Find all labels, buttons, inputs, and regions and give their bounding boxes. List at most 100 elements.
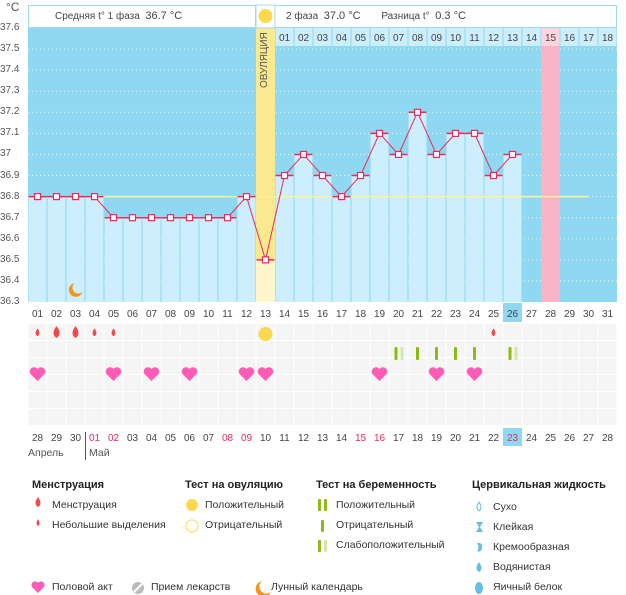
- ovulation-label: ОВУЛЯЦИЯ: [259, 32, 270, 88]
- event-cell: [104, 375, 123, 391]
- event-cell: [218, 324, 237, 340]
- eggwhite-icon: [475, 582, 483, 594]
- cycle-day-label: 25: [488, 309, 500, 320]
- event-cell: [161, 324, 180, 340]
- heart-icon: [466, 367, 483, 381]
- event-cell: [237, 341, 256, 357]
- event-cell: [522, 341, 541, 357]
- today-highlight: [503, 303, 522, 322]
- cycle-day-label: 14: [279, 309, 291, 320]
- event-cell: [275, 392, 294, 408]
- event-cell: [351, 324, 370, 340]
- temperature-bar: [66, 196, 85, 302]
- event-cell: [161, 375, 180, 391]
- legend-menstruation: Менструация: [52, 499, 117, 511]
- cycle-day-label: 01: [32, 309, 44, 320]
- event-cell: [199, 375, 218, 391]
- event-cell: [598, 358, 617, 374]
- event-cell: [275, 409, 294, 425]
- phase1-value: 36.7 °C: [145, 10, 183, 22]
- event-cell: [85, 392, 104, 408]
- cycle-day-label: 22: [431, 309, 443, 320]
- calendar-date-label: 21: [469, 433, 481, 444]
- phase2-day-label: 03: [317, 33, 329, 44]
- phase2-day-label: 17: [583, 33, 595, 44]
- y-tick-label: 37.1: [0, 127, 20, 139]
- temperature-bar: [28, 196, 47, 302]
- y-tick-label: 36.9: [0, 169, 20, 181]
- cycle-day-label: 17: [336, 309, 348, 320]
- legend-dry: Сухо: [493, 501, 517, 513]
- event-cell: [85, 409, 104, 425]
- event-cell: [123, 358, 142, 374]
- event-cell: [389, 341, 408, 357]
- event-cell: [123, 392, 142, 408]
- event-cell: [294, 341, 313, 357]
- diff-value: 0.3 °C: [435, 10, 466, 22]
- event-cell: [541, 392, 560, 408]
- event-cell: [142, 324, 161, 340]
- ov-positive-icon: [186, 499, 198, 511]
- event-cell: [199, 341, 218, 357]
- event-cell: [66, 375, 85, 391]
- event-cell: [294, 324, 313, 340]
- event-cell: [85, 341, 104, 357]
- cycle-day-label: 09: [184, 309, 196, 320]
- calendar-date-label: 25: [545, 433, 557, 444]
- cycle-day-label: 15: [298, 309, 310, 320]
- event-cell: [446, 375, 465, 391]
- temperature-point: [242, 193, 251, 201]
- y-tick-label: 36.4: [0, 274, 20, 286]
- cycle-day-label: 30: [583, 309, 595, 320]
- temperature-point: [451, 129, 460, 137]
- calendar-date-label: 27: [583, 433, 595, 444]
- phase2-day-cell: [275, 28, 294, 46]
- temperature-point: [166, 214, 175, 222]
- phase2-day-cell: [541, 28, 560, 46]
- temperature-point: [185, 214, 194, 222]
- event-cell: [142, 409, 161, 425]
- event-cell: [294, 375, 313, 391]
- event-cell: [256, 375, 275, 391]
- event-cell: [503, 392, 522, 408]
- temperature-point: [147, 214, 156, 222]
- phase2-day-label: 01: [279, 33, 291, 44]
- event-cell: [161, 409, 180, 425]
- phase1-label: Средняя t° 1 фаза: [55, 11, 140, 22]
- event-cell: [351, 375, 370, 391]
- temperature-bar: [123, 217, 142, 302]
- calendar-date-label: 28: [602, 433, 614, 444]
- temperature-bar: [218, 217, 237, 302]
- event-cell: [579, 409, 598, 425]
- phase2-day-label: 05: [355, 33, 367, 44]
- calendar-date-label: 29: [51, 433, 63, 444]
- temperature-point: [394, 150, 403, 159]
- event-cell: [313, 392, 332, 408]
- event-cell: [28, 409, 47, 425]
- event-cell: [579, 375, 598, 391]
- spotting-drop-icon: [111, 328, 116, 337]
- cycle-day-label: 05: [108, 309, 120, 320]
- phase2-day-label: 15: [545, 33, 557, 44]
- event-cell: [370, 392, 389, 408]
- y-tick-label: 37.3: [0, 85, 20, 97]
- preg-weak-icon: [318, 540, 321, 552]
- event-cell: [503, 341, 522, 357]
- event-cell: [522, 358, 541, 374]
- spotting-drop-icon: [35, 328, 40, 337]
- event-cell: [332, 341, 351, 357]
- month-divider: [85, 432, 86, 460]
- event-cell: [199, 358, 218, 374]
- event-cell: [218, 358, 237, 374]
- preg-positive-icon: [318, 499, 321, 511]
- phase2-day-label: 16: [564, 33, 576, 44]
- calendar-date-label: 18: [412, 433, 424, 444]
- temperature-point: [261, 256, 270, 264]
- event-cell: [370, 341, 389, 357]
- temperature-bar: [370, 133, 389, 302]
- phase2-day-label: 08: [412, 33, 424, 44]
- ovulation-bar: [256, 259, 275, 302]
- event-cell: [351, 392, 370, 408]
- temperature-bar: [484, 175, 503, 302]
- pregnancy-test-negative-icon: [416, 347, 419, 360]
